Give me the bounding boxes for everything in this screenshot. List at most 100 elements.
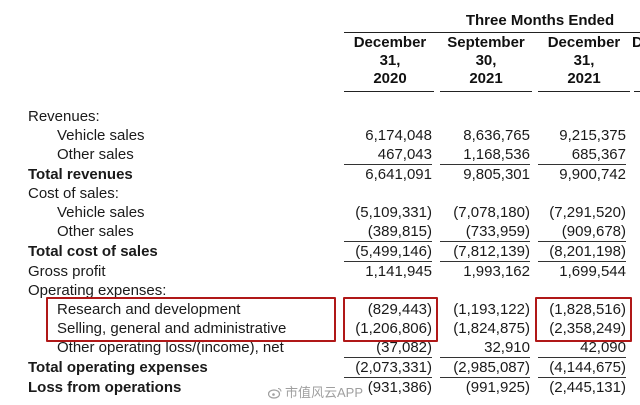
weibo-icon	[267, 387, 282, 399]
subtotal-underline	[440, 241, 530, 242]
cell-value: (829,443)	[367, 301, 432, 318]
row-label: Other sales	[57, 223, 134, 240]
column-header-line: 2020	[373, 70, 407, 87]
row-gross-profit: Gross profit 1,141,945 1,993,162 1,699,5…	[0, 262, 640, 281]
cell-value: 1,699,544	[559, 263, 626, 280]
cell-value: (5,109,331)	[355, 204, 432, 221]
cell-value: 9,215,375	[559, 127, 626, 144]
cell-value: (2,073,331)	[355, 359, 432, 376]
row-label: Total revenues	[28, 166, 133, 183]
row-selling-general-admin: Selling, general and administrative (1,2…	[0, 319, 640, 338]
section-cost-of-sales: Cost of sales:	[0, 184, 640, 203]
subtotal-underline	[538, 377, 626, 378]
row-label: Other sales	[57, 146, 134, 163]
cell-value: (7,078,180)	[453, 204, 530, 221]
header-underline	[344, 91, 434, 92]
row-total-revenues: Total revenues 6,641,091 9,805,301 9,900…	[0, 165, 640, 184]
row-other-operating: Other operating loss/(income), net (37,0…	[0, 338, 640, 357]
highlight-box-dec-2020	[343, 297, 438, 342]
column-header-line: December	[547, 34, 621, 51]
row-label: Operating expenses:	[28, 282, 167, 299]
cell-value: 1,993,162	[463, 263, 530, 280]
subtotal-underline	[344, 261, 432, 262]
cell-value: (2,985,087)	[453, 359, 530, 376]
row-label: Research and development	[57, 301, 241, 318]
section-revenues: Revenues:	[0, 107, 640, 126]
column-header-dec-2020: December 31, 2020	[342, 34, 438, 88]
cell-value: 467,043	[377, 146, 432, 163]
row-label: Vehicle sales	[57, 204, 145, 221]
subtotal-underline	[344, 357, 432, 358]
column-header-line: September	[447, 34, 525, 51]
header-underline	[440, 91, 532, 92]
cell-value: (733,959)	[465, 223, 530, 240]
row-label: Total operating expenses	[28, 359, 208, 376]
cell-value: (1,824,875)	[453, 320, 530, 337]
row-label: Revenues:	[28, 108, 100, 125]
section-operating-expenses: Operating expenses:	[0, 281, 640, 300]
highlight-box-dec-2021	[535, 297, 632, 342]
row-revenue-other-sales: Other sales 467,043 1,168,536 685,367	[0, 145, 640, 164]
cell-value: (7,291,520)	[549, 204, 626, 221]
cell-value: 9,805,301	[463, 166, 530, 183]
column-header-line: 2021	[469, 70, 503, 87]
column-header-line: 30,	[475, 52, 497, 69]
cell-value: 685,367	[571, 146, 626, 163]
column-header-line: D	[632, 34, 640, 51]
subtotal-underline	[538, 164, 626, 165]
highlight-box-labels	[46, 297, 336, 342]
cell-value: (37,082)	[376, 339, 432, 356]
subtotal-underline	[538, 357, 626, 358]
header-underline	[538, 91, 630, 92]
cell-value: (389,815)	[367, 223, 432, 240]
row-revenue-vehicle-sales: Vehicle sales 6,174,048 8,636,765 9,215,…	[0, 126, 640, 145]
row-total-cost-of-sales: Total cost of sales (5,499,146) (7,812,1…	[0, 242, 640, 261]
row-cost-other-sales: Other sales (389,815) (733,959) (909,678…	[0, 222, 640, 241]
cell-value: (5,499,146)	[355, 243, 432, 260]
header-rule	[344, 32, 640, 33]
cell-value: (2,445,131)	[549, 379, 626, 396]
row-label: Vehicle sales	[57, 127, 145, 144]
subtotal-underline	[440, 164, 530, 165]
cell-value: 8,636,765	[463, 127, 530, 144]
row-label: Loss from operations	[28, 379, 182, 396]
row-label: Other operating loss/(income), net	[57, 339, 284, 356]
column-header-line: December	[353, 34, 427, 51]
row-cost-vehicle-sales: Vehicle sales (5,109,331) (7,078,180) (7…	[0, 203, 640, 222]
column-header-dec-2021: December 31, 2021	[536, 34, 632, 88]
column-header-sep-2021: September 30, 2021	[438, 34, 534, 88]
row-label: Cost of sales:	[28, 185, 119, 202]
subtotal-underline	[440, 377, 530, 378]
cell-value: 42,090	[580, 339, 626, 356]
cell-value: 9,900,742	[559, 166, 626, 183]
cell-value: 6,174,048	[365, 127, 432, 144]
cell-value: (1,206,806)	[355, 320, 432, 337]
row-research-development: Research and development (829,443) (1,19…	[0, 300, 640, 319]
subtotal-underline	[538, 261, 626, 262]
row-loss-from-operations: Loss from operations (931,386) (991,925)…	[0, 378, 640, 397]
column-header-line: 31,	[573, 52, 595, 69]
cell-value: 32,910	[484, 339, 530, 356]
column-header-line: 2021	[567, 70, 601, 87]
subtotal-underline	[344, 241, 432, 242]
subtotal-underline	[440, 261, 530, 262]
cell-value: (1,828,516)	[549, 301, 626, 318]
subtotal-underline	[344, 377, 432, 378]
cell-value: (931,386)	[367, 379, 432, 396]
subtotal-underline	[440, 357, 530, 358]
row-total-operating-expenses: Total operating expenses (2,073,331) (2,…	[0, 358, 640, 377]
row-label: Selling, general and administrative	[57, 320, 287, 337]
cell-value: (1,193,122)	[453, 301, 530, 318]
row-label: Gross profit	[28, 263, 106, 280]
column-header-line: 31,	[379, 52, 401, 69]
cell-value: (8,201,198)	[549, 243, 626, 260]
column-header-cut-off: D	[632, 34, 640, 52]
cell-value: 1,141,945	[365, 263, 432, 280]
subtotal-underline	[344, 164, 432, 165]
cell-value: (909,678)	[561, 223, 626, 240]
subtotal-underline	[538, 241, 626, 242]
header-underline	[634, 91, 640, 92]
cell-value: (4,144,675)	[549, 359, 626, 376]
cell-value: (7,812,139)	[453, 243, 530, 260]
watermark-text: 市值风云APP	[285, 385, 364, 400]
